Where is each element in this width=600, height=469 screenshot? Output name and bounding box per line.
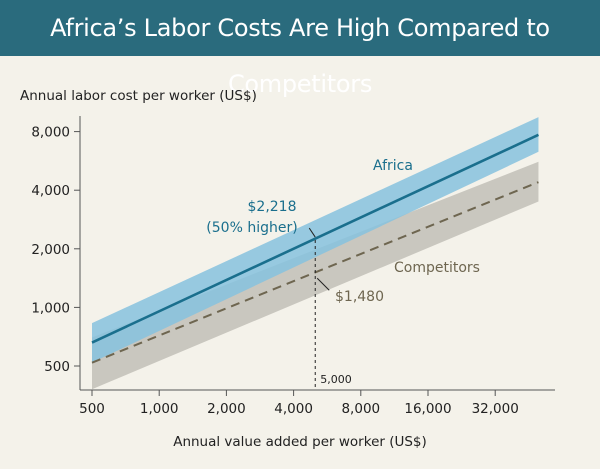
chart-title: Africa’s Labor Costs Are High Compared t… <box>50 14 550 98</box>
africa-series-line <box>91 133 540 344</box>
x-tick-label: 8,000 <box>341 401 380 417</box>
competitors-value-label: $1,480 <box>335 289 384 305</box>
competitors-confidence-band <box>92 161 539 390</box>
x-tick-label: 16,000 <box>404 401 451 417</box>
competitors-series-label: Competitors <box>394 260 480 276</box>
y-tick-label: 8,000 <box>31 125 70 141</box>
africa-series-label: Africa <box>373 158 413 174</box>
competitors-value-leader <box>316 277 330 291</box>
y-axis-label: Annual labor cost per worker (US$) <box>20 88 257 104</box>
x-axis-label: Annual value added per worker (US$) <box>173 434 427 450</box>
x-tick-label: 2,000 <box>207 401 246 417</box>
y-tick-label: 4,000 <box>31 183 70 199</box>
africa-value-label: $2,218 <box>248 199 297 215</box>
x-tick-label: 1,000 <box>140 401 179 417</box>
x-tick-label: 500 <box>79 401 105 417</box>
y-tick-label: 2,000 <box>31 242 70 258</box>
africa-value-leader <box>308 227 316 238</box>
reference-x-label: 5,000 <box>320 373 352 386</box>
y-tick-label: 1,000 <box>31 300 70 316</box>
x-tick-label: 4,000 <box>274 401 313 417</box>
title-bar <box>0 0 600 56</box>
africa-percent-label: (50% higher) <box>206 220 297 236</box>
x-tick-label: 32,000 <box>472 401 519 417</box>
y-tick-label: 500 <box>44 359 70 375</box>
